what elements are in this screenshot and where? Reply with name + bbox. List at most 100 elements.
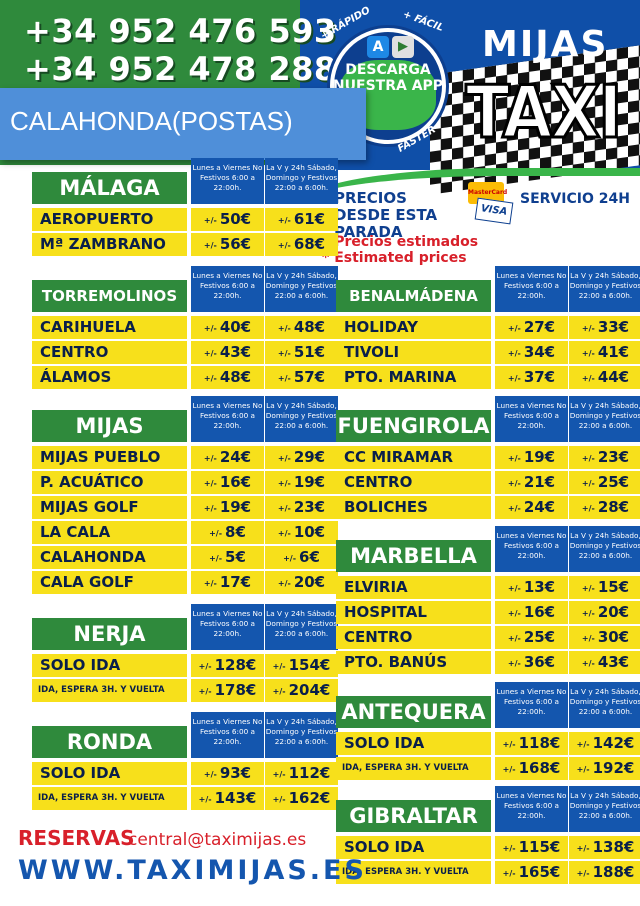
table-row: IDA, ESPERA 3H. Y VUELTA +/- 143€ +/- 162€	[32, 787, 338, 810]
price-value: 43€	[219, 343, 252, 361]
table-row: CC MIRAMAR +/- 19€ +/- 23€	[336, 446, 640, 469]
weekend-price: +/- 68€	[265, 233, 338, 256]
weekend-price: +/- 43€	[569, 651, 640, 674]
weekday-price: +/- 8€	[191, 521, 264, 544]
green-swoosh	[300, 168, 640, 228]
approx-sign: +/-	[209, 554, 223, 563]
table-row: BOLICHES +/- 24€ +/- 28€	[336, 496, 640, 519]
weekday-price: +/- 19€	[495, 446, 568, 469]
table-city-name: ANTEQUERA	[336, 696, 491, 728]
weekend-price: +/- 25€	[569, 471, 640, 494]
price-value: 10€	[293, 523, 326, 541]
price-value: 24€	[219, 448, 252, 466]
weekday-price: +/- 168€	[495, 757, 568, 780]
destination-name: IDA, ESPERA 3H. Y VUELTA	[336, 861, 491, 884]
weekday-column-header: Lunes a Viernes No Festivos 6:00 a 22:00…	[495, 396, 568, 442]
weekend-price: +/- 15€	[569, 576, 640, 599]
note-spanish: * Precios estimados	[322, 234, 479, 250]
price-value: 143€	[214, 789, 257, 807]
table-city-name: MARBELLA	[336, 540, 491, 572]
table-row: MIJAS GOLF +/- 19€ +/- 23€	[32, 496, 338, 519]
approx-sign: +/-	[507, 584, 521, 593]
weekend-price: +/- 57€	[265, 366, 338, 389]
destination-name: ÁLAMOS	[32, 366, 187, 389]
weekday-price: +/- 17€	[191, 571, 264, 594]
website-url[interactable]: WWW.TAXIMIJAS.ES	[18, 855, 367, 886]
price-value: 118€	[518, 734, 561, 752]
table-row: CENTRO +/- 25€ +/- 30€	[336, 626, 640, 649]
weekend-column-header: La V y 24h Sábado, Domingo y Festivos 22…	[569, 526, 640, 572]
price-value: 178€	[214, 681, 257, 699]
price-value: 56€	[219, 235, 252, 253]
approx-sign: +/-	[581, 454, 595, 463]
approx-sign: +/-	[203, 479, 217, 488]
table-row: CENTRO +/- 21€ +/- 25€	[336, 471, 640, 494]
table-row: P. ACUÁTICO +/- 16€ +/- 19€	[32, 471, 338, 494]
approx-sign: +/-	[277, 504, 291, 513]
table-row: SOLO IDA +/- 118€ +/- 142€	[336, 732, 640, 755]
weekend-column-header: La V y 24h Sábado, Domingo y Festivos 22…	[569, 396, 640, 442]
table-city-name: RONDA	[32, 726, 187, 758]
weekday-price: +/- 56€	[191, 233, 264, 256]
destination-name: CENTRO	[336, 471, 491, 494]
weekday-column-header: Lunes a Viernes No Festivos 6:00 a 22:00…	[191, 266, 264, 312]
price-value: 34€	[523, 343, 556, 361]
price-value: 16€	[523, 603, 556, 621]
weekday-price: +/- 40€	[191, 316, 264, 339]
weekday-price: +/- 93€	[191, 762, 264, 785]
approx-sign: +/-	[576, 844, 590, 853]
destination-name: AEROPUERTO	[32, 208, 187, 231]
table-row: ÁLAMOS +/- 48€ +/- 57€	[32, 366, 338, 389]
play-store-icon: ▶	[392, 36, 414, 58]
destination-name: CALAHONDA	[32, 546, 187, 569]
phone-number-2[interactable]: +34 952 478 288	[24, 50, 337, 88]
destination-name: SOLO IDA	[32, 654, 187, 677]
price-value: 168€	[518, 759, 561, 777]
price-value: 41€	[597, 343, 630, 361]
approx-sign: +/-	[581, 324, 595, 333]
price-value: 13€	[523, 578, 556, 596]
price-value: 37€	[523, 368, 556, 386]
price-value: 19€	[219, 498, 252, 516]
approx-sign: +/-	[581, 584, 595, 593]
weekend-price: +/- 33€	[569, 316, 640, 339]
approx-sign: +/-	[277, 374, 291, 383]
weekend-column-header: La V y 24h Sábado, Domingo y Festivos 22…	[265, 266, 338, 312]
table-row: HOLIDAY +/- 27€ +/- 33€	[336, 316, 640, 339]
price-value: 15€	[597, 578, 630, 596]
destination-name: SOLO IDA	[336, 732, 491, 755]
weekday-column-header: Lunes a Viernes No Festivos 6:00 a 22:00…	[495, 682, 568, 728]
approx-sign: +/-	[277, 579, 291, 588]
weekend-price: +/- 6€	[265, 546, 338, 569]
destination-name: CENTRO	[32, 341, 187, 364]
table-row: SOLO IDA +/- 93€ +/- 112€	[32, 762, 338, 785]
weekday-price: +/- 165€	[495, 861, 568, 884]
weekday-price: +/- 21€	[495, 471, 568, 494]
table-row: Mª ZAMBRANO +/- 56€ +/- 68€	[32, 233, 338, 256]
approx-sign: +/-	[203, 374, 217, 383]
approx-sign: +/-	[277, 479, 291, 488]
weekday-column-header: Lunes a Viernes No Festivos 6:00 a 22:00…	[191, 158, 264, 204]
table-row: LA CALA +/- 8€ +/- 10€	[32, 521, 338, 544]
price-value: 154€	[288, 656, 331, 674]
approx-sign: +/-	[502, 869, 516, 878]
table-row: AEROPUERTO +/- 50€ +/- 61€	[32, 208, 338, 231]
note-english: * Estimated prices	[322, 250, 467, 266]
weekend-price: +/- 204€	[265, 679, 338, 702]
weekend-column-header: La V y 24h Sábado, Domingo y Festivos 22…	[265, 712, 338, 758]
servicio-24h: SERVICIO 24H	[520, 191, 630, 207]
reservations-email[interactable]: central@taximijas.es	[128, 830, 307, 850]
weekend-price: +/- 41€	[569, 341, 640, 364]
weekday-price: +/- 34€	[495, 341, 568, 364]
price-value: 188€	[592, 863, 635, 881]
price-value: 27€	[523, 318, 556, 336]
destination-name: SOLO IDA	[32, 762, 187, 785]
table-city-name: NERJA	[32, 618, 187, 650]
weekday-price: +/- 178€	[191, 679, 264, 702]
approx-sign: +/-	[198, 795, 212, 804]
weekend-price: +/- 10€	[265, 521, 338, 544]
table-row: IDA, ESPERA 3H. Y VUELTA +/- 168€ +/- 192€	[336, 757, 640, 780]
approx-sign: +/-	[203, 504, 217, 513]
phone-number-1[interactable]: +34 952 476 593	[24, 12, 337, 50]
weekday-column-header: Lunes a Viernes No Festivos 6:00 a 22:00…	[495, 786, 568, 832]
